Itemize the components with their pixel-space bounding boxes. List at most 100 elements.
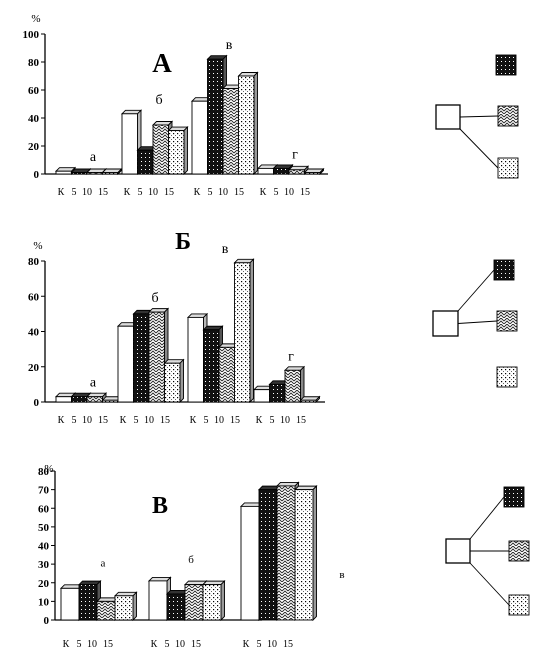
sparse-dot-square-icon <box>496 366 518 388</box>
bar-side-face <box>220 580 225 622</box>
x-tick-label: 15 <box>283 639 293 650</box>
x-tick-label: К <box>256 415 263 426</box>
bar <box>55 396 72 403</box>
x-tick-label: 10 <box>284 187 294 198</box>
y-tick-label: 60 <box>28 291 40 303</box>
x-tick-label: 10 <box>214 415 224 426</box>
bar <box>257 167 274 175</box>
y-tick-label: 80 <box>28 57 40 69</box>
bar <box>184 584 204 621</box>
x-tick-label: 10 <box>218 187 228 198</box>
sparse-dot-square-icon <box>508 594 530 616</box>
dense-dot-square-icon <box>503 486 525 508</box>
bar-3d <box>167 126 189 176</box>
chart-title: В <box>152 493 168 519</box>
category-label: в <box>222 242 229 257</box>
x-tick-label: 5 <box>204 415 209 426</box>
x-tick-label: 15 <box>160 415 170 426</box>
x-tick-label: К <box>120 415 127 426</box>
y-tick-label: 100 <box>23 29 40 41</box>
dense-dot-square-icon <box>493 259 515 281</box>
bar <box>304 172 321 175</box>
bar <box>148 311 165 403</box>
category-label: а <box>90 150 97 165</box>
x-tick-label: 10 <box>87 639 97 650</box>
bar-side-face <box>312 485 317 622</box>
bar <box>191 100 208 175</box>
bar <box>258 489 278 621</box>
connector-line <box>457 269 495 312</box>
category-label: в <box>226 38 233 53</box>
category-label: в <box>339 569 344 581</box>
bar <box>71 172 88 175</box>
bar <box>55 170 72 175</box>
bar <box>238 75 255 175</box>
x-tick-label: 5 <box>134 415 139 426</box>
bar <box>168 130 185 175</box>
x-tick-label: 5 <box>165 639 170 650</box>
chart-title: Б <box>175 229 191 255</box>
bar <box>273 167 290 175</box>
bar <box>148 580 168 621</box>
bar <box>288 169 305 175</box>
bar <box>78 584 98 621</box>
y-tick-label: 10 <box>38 596 50 608</box>
x-tick-label: К <box>260 187 267 198</box>
bar <box>60 587 80 621</box>
bar <box>300 399 317 403</box>
x-tick-label: 5 <box>72 415 77 426</box>
x-tick-label: 10 <box>144 415 154 426</box>
bar <box>164 362 181 403</box>
bar-3d <box>237 71 259 176</box>
category-label: б <box>155 93 162 108</box>
bar-3d <box>299 395 321 404</box>
connector-line <box>469 496 505 540</box>
x-tick-label: 15 <box>191 639 201 650</box>
y-tick-label: 50 <box>38 522 50 534</box>
herringbone-square-icon <box>496 310 518 332</box>
dense-dot-square-icon <box>495 54 517 76</box>
bar-3d <box>283 365 306 404</box>
bar <box>294 489 314 621</box>
bar <box>240 505 260 621</box>
x-tick-label: 10 <box>267 639 277 650</box>
bar <box>86 396 103 403</box>
y-tick-label: 30 <box>38 559 50 571</box>
bar-side-face <box>249 258 254 404</box>
y-tick-label: 0 <box>34 397 40 409</box>
source-square-icon <box>445 538 471 564</box>
category-label: г <box>292 147 298 162</box>
x-tick-label: 5 <box>274 187 279 198</box>
source-square-icon <box>432 310 459 337</box>
x-tick-label: 5 <box>72 187 77 198</box>
category-label: г <box>288 349 294 364</box>
bar <box>166 593 186 621</box>
x-tick-label: 10 <box>82 187 92 198</box>
x-tick-label: 10 <box>280 415 290 426</box>
y-tick-label: 70 <box>38 485 50 497</box>
x-tick-label: К <box>151 639 158 650</box>
bar <box>276 485 296 621</box>
connector-line <box>457 320 498 324</box>
category-label: а <box>101 558 106 570</box>
x-tick-label: 5 <box>138 187 143 198</box>
bar <box>152 124 169 175</box>
y-tick-label: 20 <box>28 141 40 153</box>
x-tick-label: 5 <box>77 639 82 650</box>
x-tick-label: 5 <box>270 415 275 426</box>
x-tick-label: 15 <box>103 639 113 650</box>
y-tick-label: 40 <box>28 113 40 125</box>
y-axis-label: % <box>33 240 42 252</box>
bar <box>269 383 286 403</box>
x-tick-label: К <box>194 187 201 198</box>
bar <box>253 389 270 403</box>
y-tick-label: 40 <box>38 541 50 553</box>
category-label: б <box>188 554 194 566</box>
bar-3d <box>201 580 226 622</box>
x-tick-label: К <box>190 415 197 426</box>
connector-line <box>459 128 499 169</box>
bar <box>218 346 235 403</box>
bar <box>133 313 150 403</box>
x-tick-label: 10 <box>175 639 185 650</box>
bar-3d <box>113 591 138 622</box>
